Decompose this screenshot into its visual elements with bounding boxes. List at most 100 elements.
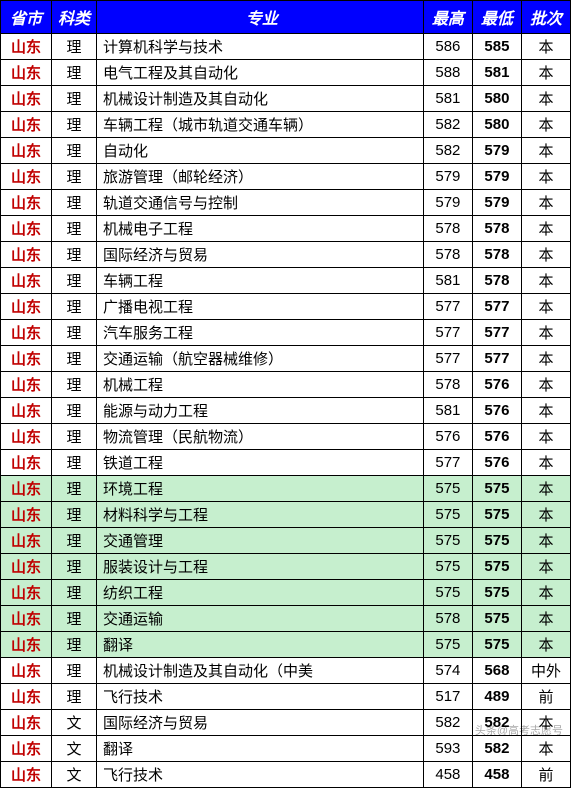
low-score-cell: 575 <box>472 606 521 632</box>
category-cell: 理 <box>52 216 97 242</box>
header-high: 最高 <box>423 1 472 34</box>
low-score-cell: 576 <box>472 450 521 476</box>
category-cell: 理 <box>52 320 97 346</box>
high-score-cell: 588 <box>423 60 472 86</box>
low-score-cell: 585 <box>472 34 521 60</box>
category-cell: 理 <box>52 164 97 190</box>
high-score-cell: 577 <box>423 346 472 372</box>
major-cell: 材料科学与工程 <box>97 502 424 528</box>
major-cell: 国际经济与贸易 <box>97 242 424 268</box>
category-cell: 理 <box>52 138 97 164</box>
high-score-cell: 575 <box>423 632 472 658</box>
province-cell: 山东 <box>1 268 52 294</box>
table-row: 山东理环境工程575575本 <box>1 476 571 502</box>
high-score-cell: 575 <box>423 580 472 606</box>
low-score-cell: 582 <box>472 710 521 736</box>
province-cell: 山东 <box>1 684 52 710</box>
major-cell: 轨道交通信号与控制 <box>97 190 424 216</box>
province-cell: 山东 <box>1 86 52 112</box>
category-cell: 文 <box>52 736 97 762</box>
major-cell: 交通运输 <box>97 606 424 632</box>
batch-cell: 本 <box>521 242 570 268</box>
major-cell: 自动化 <box>97 138 424 164</box>
batch-cell: 本 <box>521 554 570 580</box>
batch-cell: 本 <box>521 632 570 658</box>
high-score-cell: 458 <box>423 762 472 788</box>
batch-cell: 本 <box>521 320 570 346</box>
province-cell: 山东 <box>1 216 52 242</box>
table-row: 山东理能源与动力工程581576本 <box>1 398 571 424</box>
batch-cell: 本 <box>521 112 570 138</box>
batch-cell: 前 <box>521 762 570 788</box>
major-cell: 飞行技术 <box>97 762 424 788</box>
table-row: 山东文国际经济与贸易582582本 <box>1 710 571 736</box>
category-cell: 理 <box>52 476 97 502</box>
province-cell: 山东 <box>1 658 52 684</box>
high-score-cell: 582 <box>423 112 472 138</box>
table-row: 山东理轨道交通信号与控制579579本 <box>1 190 571 216</box>
table-row: 山东理自动化582579本 <box>1 138 571 164</box>
table-row: 山东理机械电子工程578578本 <box>1 216 571 242</box>
batch-cell: 本 <box>521 294 570 320</box>
high-score-cell: 577 <box>423 450 472 476</box>
high-score-cell: 576 <box>423 424 472 450</box>
major-cell: 计算机科学与技术 <box>97 34 424 60</box>
high-score-cell: 575 <box>423 554 472 580</box>
major-cell: 车辆工程（城市轨道交通车辆） <box>97 112 424 138</box>
major-cell: 国际经济与贸易 <box>97 710 424 736</box>
low-score-cell: 575 <box>472 502 521 528</box>
province-cell: 山东 <box>1 320 52 346</box>
table-row: 山东理纺织工程575575本 <box>1 580 571 606</box>
batch-cell: 本 <box>521 164 570 190</box>
batch-cell: 本 <box>521 138 570 164</box>
header-row: 省市 科类 专业 最高 最低 批次 <box>1 1 571 34</box>
table-row: 山东理计算机科学与技术586585本 <box>1 34 571 60</box>
province-cell: 山东 <box>1 294 52 320</box>
high-score-cell: 579 <box>423 164 472 190</box>
high-score-cell: 574 <box>423 658 472 684</box>
batch-cell: 本 <box>521 346 570 372</box>
province-cell: 山东 <box>1 34 52 60</box>
major-cell: 车辆工程 <box>97 268 424 294</box>
category-cell: 理 <box>52 684 97 710</box>
low-score-cell: 580 <box>472 86 521 112</box>
table-row: 山东理交通运输（航空器械维修）577577本 <box>1 346 571 372</box>
table-row: 山东理飞行技术517489前 <box>1 684 571 710</box>
table-row: 山东理铁道工程577576本 <box>1 450 571 476</box>
major-cell: 电气工程及其自动化 <box>97 60 424 86</box>
category-cell: 理 <box>52 60 97 86</box>
province-cell: 山东 <box>1 112 52 138</box>
low-score-cell: 578 <box>472 242 521 268</box>
category-cell: 理 <box>52 34 97 60</box>
header-category: 科类 <box>52 1 97 34</box>
province-cell: 山东 <box>1 398 52 424</box>
table-row: 山东理国际经济与贸易578578本 <box>1 242 571 268</box>
major-cell: 环境工程 <box>97 476 424 502</box>
batch-cell: 本 <box>521 580 570 606</box>
table-row: 山东理物流管理（民航物流）576576本 <box>1 424 571 450</box>
high-score-cell: 575 <box>423 476 472 502</box>
high-score-cell: 577 <box>423 320 472 346</box>
low-score-cell: 575 <box>472 580 521 606</box>
high-score-cell: 577 <box>423 294 472 320</box>
low-score-cell: 578 <box>472 268 521 294</box>
low-score-cell: 577 <box>472 346 521 372</box>
table-row: 山东理交通管理575575本 <box>1 528 571 554</box>
major-cell: 服装设计与工程 <box>97 554 424 580</box>
high-score-cell: 575 <box>423 502 472 528</box>
category-cell: 理 <box>52 424 97 450</box>
table-row: 山东理车辆工程（城市轨道交通车辆）582580本 <box>1 112 571 138</box>
major-cell: 广播电视工程 <box>97 294 424 320</box>
batch-cell: 本 <box>521 424 570 450</box>
province-cell: 山东 <box>1 762 52 788</box>
low-score-cell: 575 <box>472 476 521 502</box>
header-province: 省市 <box>1 1 52 34</box>
table-body: 山东理计算机科学与技术586585本山东理电气工程及其自动化588581本山东理… <box>1 34 571 788</box>
low-score-cell: 582 <box>472 736 521 762</box>
table-row: 山东理机械设计制造及其自动化（中美574568中外 <box>1 658 571 684</box>
low-score-cell: 575 <box>472 632 521 658</box>
high-score-cell: 575 <box>423 528 472 554</box>
table-row: 山东理广播电视工程577577本 <box>1 294 571 320</box>
low-score-cell: 579 <box>472 138 521 164</box>
low-score-cell: 577 <box>472 294 521 320</box>
